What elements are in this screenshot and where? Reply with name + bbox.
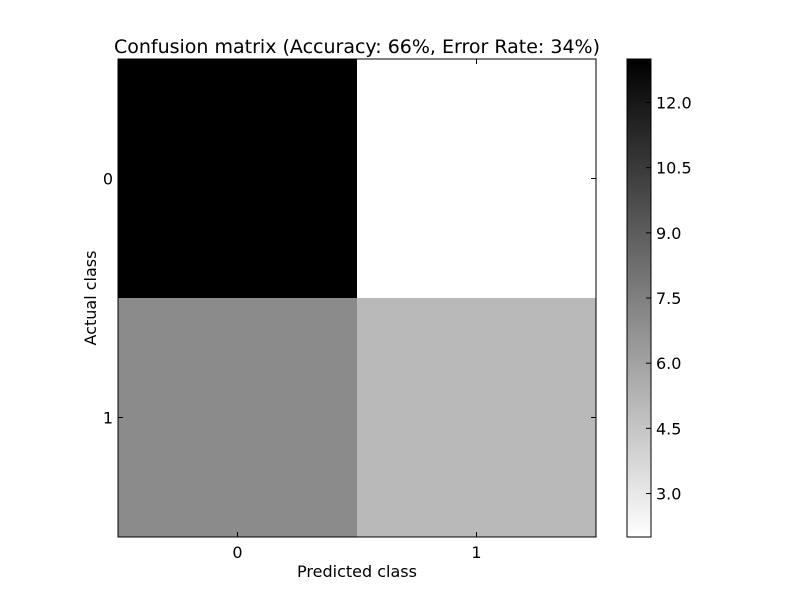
colorbar-tick-label: 7.5 bbox=[656, 289, 681, 308]
heatmap-cell-r1-c0 bbox=[118, 298, 357, 537]
colorbar-tick-label: 4.5 bbox=[656, 419, 681, 438]
colorbar-tick-label: 9.0 bbox=[656, 224, 681, 243]
y-tick-label: 1 bbox=[103, 409, 113, 428]
heatmap-cell-r1-c1 bbox=[357, 298, 596, 537]
x-axis-label: Predicted class bbox=[297, 562, 417, 581]
y-axis-ticks: 01 bbox=[103, 170, 596, 428]
chart-title: Confusion matrix (Accuracy: 66%, Error R… bbox=[114, 36, 600, 58]
colorbar-tick-label: 6.0 bbox=[656, 354, 681, 373]
y-axis-label: Actual class bbox=[81, 251, 100, 346]
y-tick-label: 0 bbox=[103, 170, 113, 189]
heatmap-cell-r0-c1 bbox=[357, 59, 596, 298]
colorbar-tick-label: 12.0 bbox=[656, 93, 692, 112]
colorbar-tick-label: 10.5 bbox=[656, 159, 692, 178]
heatmap-cell-r0-c0 bbox=[118, 59, 357, 298]
x-tick-label: 1 bbox=[471, 543, 481, 562]
plot-frame bbox=[117, 58, 597, 538]
colorbar-ticks: 3.0 4.5 6.0 7.5 9.0 10.5 12.0 bbox=[646, 93, 692, 504]
colorbar-tick-label: 3.0 bbox=[656, 485, 681, 504]
x-tick-label: 0 bbox=[232, 543, 242, 562]
colorbar: 3.0 4.5 6.0 7.5 9.0 10.5 12.0 bbox=[626, 58, 692, 538]
heatmap-cells bbox=[118, 59, 596, 537]
